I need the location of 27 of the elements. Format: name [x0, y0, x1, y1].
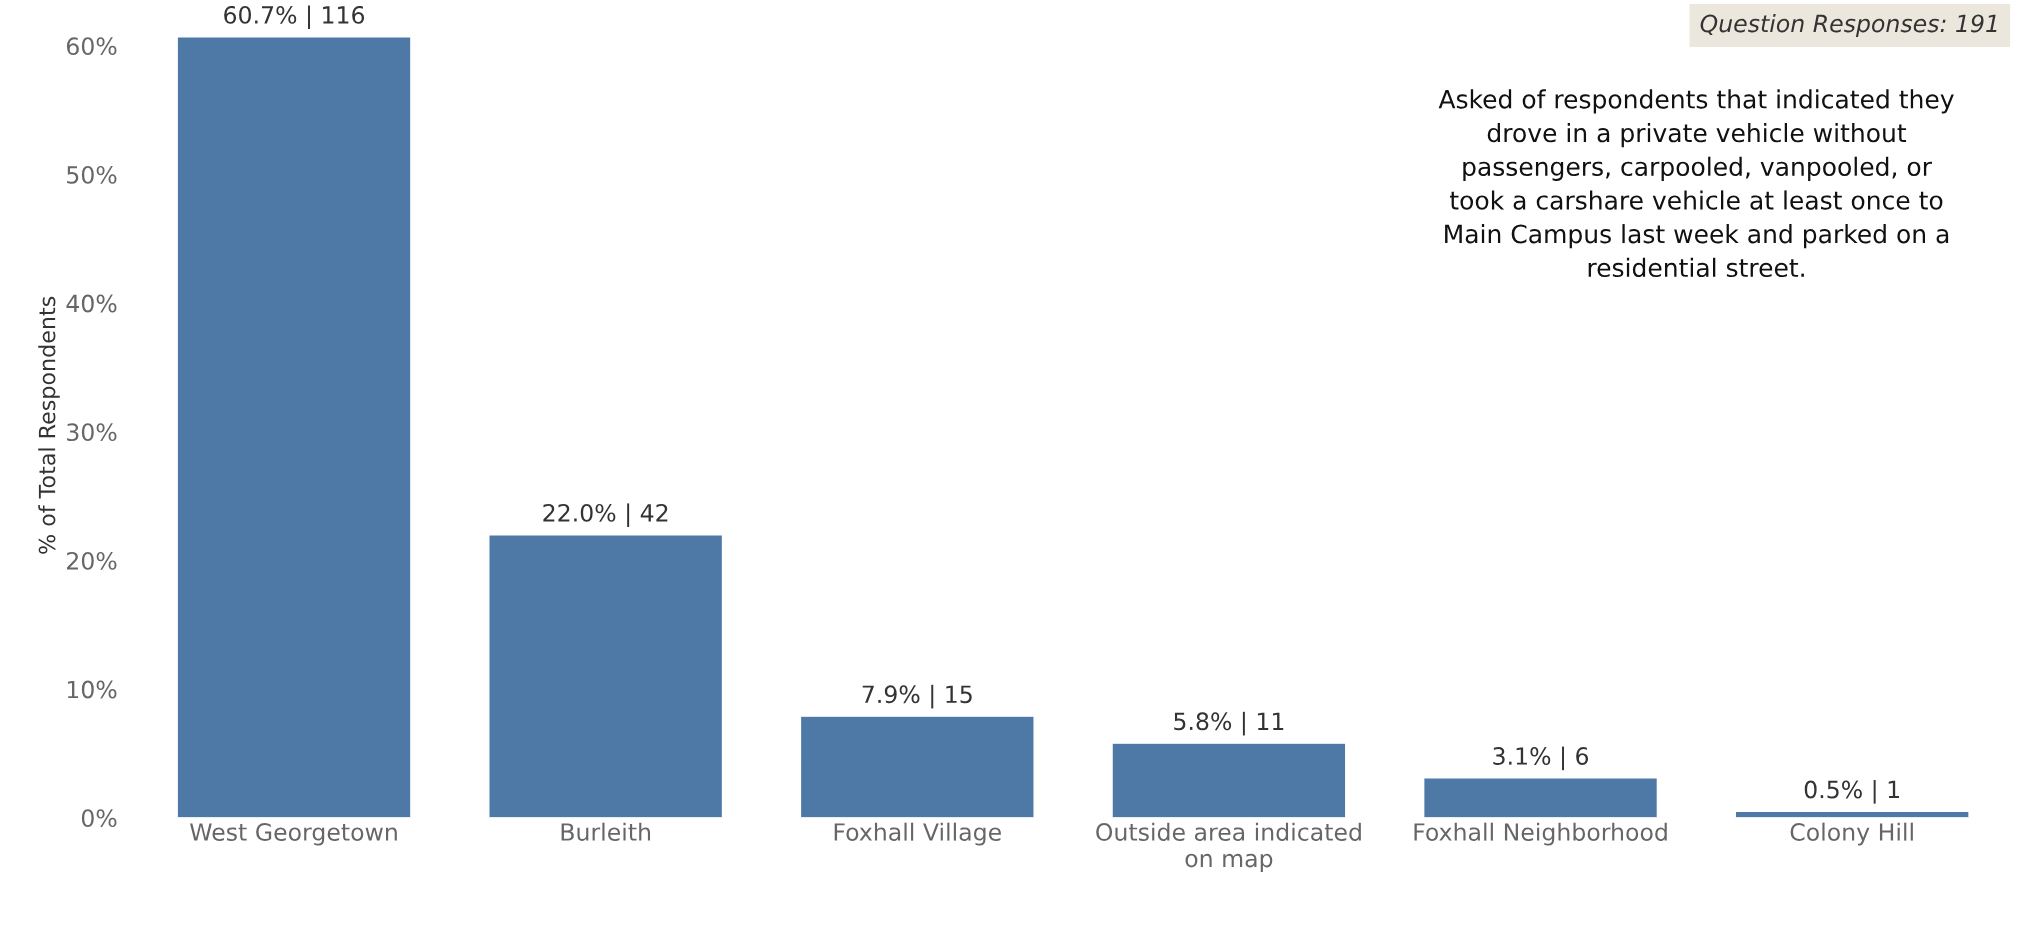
y-tick-label: 50% — [67, 165, 117, 184]
annotation: Asked of respondents that indicated they drove in a private vehicle without passengers, carpooled, vanpooled, or took a carshare vehicle at least once to Main Campus last week and parked on a residential street. — [1438, 89, 1954, 278]
annotation: Question Responses: 191 — [1700, 14, 1997, 37]
y-tick-label: 60% — [66, 37, 117, 56]
bar — [176, 36, 412, 818]
bar — [1111, 742, 1347, 818]
bar — [1422, 777, 1659, 818]
x-tick-label: Foxhall Village — [834, 822, 1001, 846]
data-label: 60.7% | 116 — [224, 5, 365, 30]
data-label: 5.8% | 11 — [1174, 711, 1284, 736]
data-label: 0.5% | 1 — [1804, 780, 1899, 804]
data-label: 22.0% | 42 — [543, 503, 668, 527]
data-label: 3.1% | 6 — [1493, 746, 1589, 771]
y-tick-label: 0% — [81, 809, 117, 828]
y-axis-title: % of Total Respondents — [38, 296, 60, 554]
y-tick-label: 20% — [67, 551, 117, 570]
y-tick-label: 30% — [67, 423, 117, 442]
x-tick-label: Foxhall Neighborhood — [1414, 822, 1667, 846]
y-tick-label: 10% — [67, 680, 117, 699]
x-tick-label: Burleith — [561, 822, 651, 841]
data-label: 7.9% | 15 — [862, 684, 972, 709]
x-tick-label: Outside area indicated on map — [1096, 822, 1361, 872]
y-tick-label: 40% — [66, 294, 117, 313]
x-tick-label: West Georgetown — [190, 823, 397, 846]
x-tick-label: Colony Hill — [1790, 822, 1913, 846]
bar — [799, 715, 1035, 818]
bar — [488, 534, 724, 818]
